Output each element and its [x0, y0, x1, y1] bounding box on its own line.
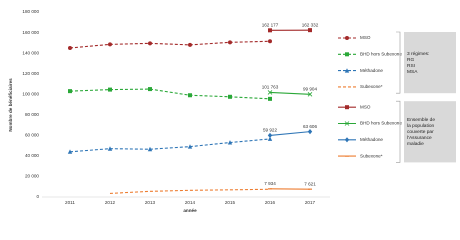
- legend-group-label: l'Assurance: [407, 135, 432, 141]
- point: [147, 146, 153, 152]
- series-line: [109, 188, 271, 194]
- point: [345, 52, 349, 57]
- x-tick-label: 2014: [185, 200, 196, 205]
- legend-group-label: RSI: [407, 63, 415, 69]
- x-tick-label: 2011: [65, 200, 75, 205]
- point: [344, 68, 350, 73]
- y-tick-label: 20 000: [25, 174, 39, 179]
- point: [107, 146, 113, 151]
- point: [187, 144, 193, 149]
- point: [68, 45, 72, 50]
- point: [227, 140, 233, 145]
- legend-group-box: [404, 32, 456, 94]
- legend-bracket: [396, 100, 401, 163]
- point: [307, 92, 313, 97]
- legend-label: MSO: [360, 104, 371, 109]
- point: [228, 94, 232, 99]
- x-tick-label: 2012: [105, 200, 116, 205]
- legend-group-label: RG: [407, 57, 414, 63]
- legend-group-label: MSA: [407, 69, 418, 75]
- legend-label: MSO: [360, 35, 371, 40]
- point: [108, 42, 112, 47]
- point: [268, 39, 272, 44]
- legend-group-label: Ensemble de: [407, 117, 435, 123]
- y-tick-label: 60 000: [25, 133, 39, 138]
- legend-label: BHD hors Subexone: [360, 121, 402, 126]
- legend-label: Subexone*: [360, 84, 383, 89]
- point: [67, 149, 73, 154]
- series-line: [69, 88, 271, 100]
- data-label: 63 606: [303, 124, 317, 129]
- point: [267, 132, 273, 139]
- legend-label: Méthadone: [360, 137, 383, 142]
- x-tick-label: 2015: [225, 200, 236, 205]
- data-label: 59 922: [263, 128, 277, 133]
- legend-bracket: [396, 31, 401, 94]
- data-label: 7 621: [304, 181, 316, 186]
- point: [344, 121, 350, 126]
- point: [148, 41, 152, 46]
- legend-group-label: couverte par: [407, 129, 434, 135]
- series-line: [269, 91, 311, 95]
- data-label: 101 763: [262, 85, 279, 90]
- x-tick-label: 2016: [265, 200, 276, 205]
- legend-group-box: [404, 101, 456, 163]
- legend-label: Subexone*: [360, 153, 383, 158]
- point: [148, 87, 152, 92]
- legend-group-label: maladie: [407, 141, 424, 147]
- data-label: 99 904: [303, 87, 317, 92]
- point: [268, 28, 272, 33]
- point: [268, 96, 272, 101]
- x-tick-label: 2017: [305, 200, 316, 205]
- legend-label: Méthadone: [360, 68, 383, 73]
- legend-group-label: 3 régimes:: [407, 51, 429, 57]
- y-tick-label: 100 000: [22, 91, 39, 96]
- x-tick-label: 2013: [145, 200, 156, 205]
- point: [108, 87, 112, 92]
- y-tick-label: 40 000: [25, 153, 39, 158]
- point: [267, 136, 273, 141]
- point: [345, 105, 349, 110]
- point: [308, 28, 312, 33]
- series-line: [69, 40, 271, 49]
- point: [267, 90, 273, 95]
- data-label: 7 934: [264, 181, 276, 186]
- point: [345, 36, 349, 40]
- point: [188, 93, 192, 98]
- point: [344, 137, 350, 143]
- chart: Nombre de bénéficiaires année 0 20 000 40 …: [8, 9, 456, 213]
- data-label: 162 177: [262, 23, 279, 28]
- point: [188, 42, 192, 47]
- y-axis-title: Nombre de bénéficiaires: [8, 78, 13, 132]
- y-tick-label: 160 000: [22, 30, 39, 35]
- x-axis-title: année: [183, 208, 197, 213]
- y-tick-label: 140 000: [22, 50, 39, 55]
- series-line: [69, 138, 271, 153]
- data-label: 162 332: [302, 22, 319, 27]
- y-tick-label: 0: [36, 194, 39, 199]
- legend-group-label: la population: [407, 123, 435, 129]
- y-tick-label: 120 000: [22, 71, 39, 76]
- point: [307, 129, 313, 135]
- legend-label: BHD hors Subexone: [360, 52, 402, 57]
- series-line: [269, 131, 311, 136]
- y-tick-label: 80 000: [25, 112, 39, 117]
- point: [68, 89, 72, 94]
- y-tick-label: 180 000: [22, 9, 39, 14]
- point: [228, 40, 232, 45]
